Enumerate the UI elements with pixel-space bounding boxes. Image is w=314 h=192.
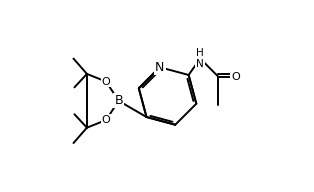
Text: O: O xyxy=(102,115,111,125)
Text: N: N xyxy=(155,61,165,74)
Text: H
N: H N xyxy=(196,48,204,69)
Text: O: O xyxy=(231,72,240,82)
Text: O: O xyxy=(102,77,111,87)
Text: B: B xyxy=(114,94,123,107)
